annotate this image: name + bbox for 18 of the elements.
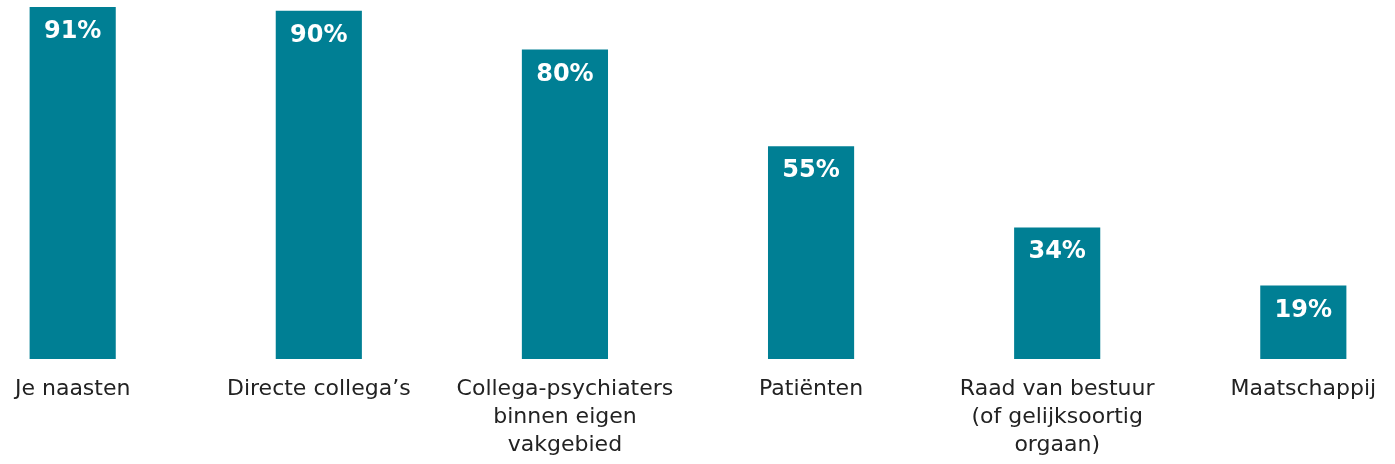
bar (1014, 227, 1101, 359)
data-label: 90% (290, 19, 348, 48)
x-tick-label: Je naasten (12, 374, 131, 400)
bar (521, 49, 609, 359)
bar (275, 10, 362, 359)
x-tick-label: Patiënten (759, 374, 864, 400)
x-tick-label: Raad van bestuur (of gelijksoortig orgaan) (959, 374, 1156, 456)
bar (29, 7, 116, 359)
bar (767, 146, 855, 359)
x-tick-label: Maatschappij (1230, 374, 1377, 400)
bar (1260, 285, 1347, 359)
data-label: 55% (782, 155, 840, 184)
data-label: 91% (43, 16, 102, 44)
data-label: 80% (536, 58, 594, 87)
data-label: 19% (1274, 294, 1333, 323)
x-tick-label: Directe collega’s (227, 374, 411, 400)
data-label: 34% (1028, 236, 1086, 265)
x-tick-label: Collega-psychiaters binnen eigen vakgebied (456, 374, 674, 456)
